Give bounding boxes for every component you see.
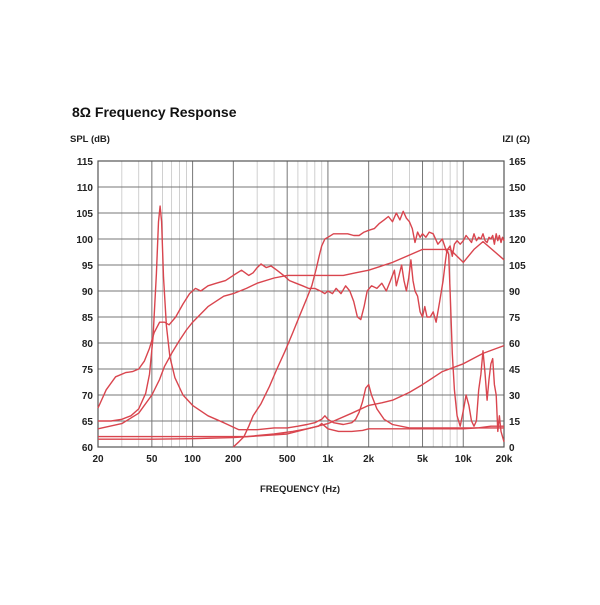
series-line-6 bbox=[232, 210, 505, 448]
series-line-4 bbox=[98, 422, 504, 438]
y-tick-left: 65 bbox=[82, 417, 94, 428]
y-tick-right: 90 bbox=[509, 287, 521, 298]
x-tick: 50 bbox=[146, 454, 158, 465]
y-tick-left: 80 bbox=[82, 339, 94, 350]
y-tick-left: 70 bbox=[82, 391, 94, 402]
y-tick-left: 110 bbox=[77, 183, 94, 194]
plot-border bbox=[97, 160, 505, 448]
y-tick-left: 75 bbox=[82, 365, 94, 376]
x-tick: 5k bbox=[417, 454, 429, 465]
y-tick-left: 100 bbox=[76, 235, 93, 246]
x-tick: 20 bbox=[92, 454, 104, 465]
y-tick-right: 60 bbox=[509, 339, 521, 350]
y-tick-right: 0 bbox=[509, 443, 515, 454]
y-tick-right: 165 bbox=[509, 157, 526, 168]
y-tick-left: 60 bbox=[82, 443, 94, 454]
tick-labels: 60 0 65 15 70 30 75 45 80 60 85 75 90 90 95 105 100 120 10… bbox=[76, 157, 526, 465]
y-tick-right: 30 bbox=[509, 391, 521, 402]
y-tick-right: 15 bbox=[509, 417, 521, 428]
series-line-1 bbox=[97, 248, 505, 442]
series-line-5 bbox=[98, 205, 504, 431]
y-axis-left-label: SPL (dB) bbox=[70, 134, 110, 145]
series-group bbox=[97, 205, 505, 448]
x-tick: 200 bbox=[225, 454, 242, 465]
y-tick-left: 115 bbox=[77, 157, 94, 168]
series-line-2 bbox=[97, 240, 505, 430]
x-tick: 1k bbox=[322, 454, 334, 465]
x-axis-label: FREQUENCY (Hz) bbox=[260, 484, 340, 495]
y-tick-left: 85 bbox=[82, 313, 94, 324]
x-tick: 500 bbox=[279, 454, 296, 465]
y-tick-right: 120 bbox=[509, 235, 526, 246]
chart-title: 8Ω Frequency Response bbox=[72, 104, 237, 120]
grid bbox=[97, 160, 505, 448]
y-tick-right: 105 bbox=[509, 261, 526, 272]
y-tick-right: 150 bbox=[509, 183, 526, 194]
x-tick: 20k bbox=[496, 454, 513, 465]
y-tick-right: 135 bbox=[509, 209, 526, 220]
x-tick: 100 bbox=[184, 454, 201, 465]
y-tick-right: 75 bbox=[509, 313, 521, 324]
x-tick: 2k bbox=[363, 454, 375, 465]
y-tick-right: 45 bbox=[509, 365, 521, 376]
y-tick-left: 95 bbox=[82, 261, 94, 272]
y-tick-left: 90 bbox=[82, 287, 94, 298]
y-tick-left: 105 bbox=[76, 209, 93, 220]
x-tick: 10k bbox=[455, 454, 472, 465]
plot-frame bbox=[97, 160, 505, 448]
y-axis-right-label: IZI (Ω) bbox=[502, 134, 530, 145]
